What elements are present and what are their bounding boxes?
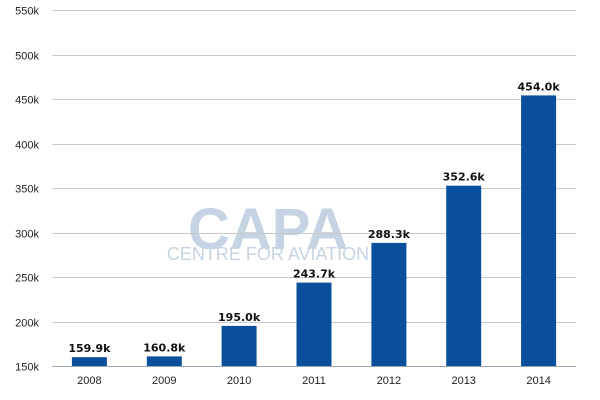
bar	[221, 325, 257, 366]
y-tick-label: 250k	[15, 273, 39, 285]
data-label: 454.0k	[518, 80, 561, 93]
bar	[146, 356, 182, 366]
data-label: 160.8k	[143, 341, 186, 354]
watermark-brand: CAPA	[188, 197, 348, 262]
y-tick-label: 350k	[15, 184, 39, 196]
capa-watermark: CAPA CENTRE FOR AVIATION	[167, 197, 369, 264]
bar	[296, 282, 332, 366]
bars	[52, 95, 576, 367]
data-label: 159.9k	[68, 342, 111, 355]
data-label: 288.3k	[368, 228, 411, 241]
data-label: 243.7k	[293, 268, 336, 281]
x-tick-label: 2012	[377, 375, 401, 387]
x-axis-labels: 2008 2009 2010 2011 2012 2013 2014	[77, 375, 551, 387]
y-axis-labels: 150k 200k 250k 300k 350k 400k 450k 500k 550k	[15, 6, 39, 374]
value-labels: 159.9k 160.8k 195.0k 243.7k 288.3k 352.6k 454.…	[68, 80, 560, 355]
watermark-subtitle: CENTRE FOR AVIATION	[167, 244, 369, 264]
data-label: 352.6k	[443, 171, 486, 184]
x-tick-label: 2009	[152, 375, 176, 387]
x-tick-label: 2011	[302, 375, 326, 387]
y-tick-label: 450k	[15, 95, 39, 107]
x-tick-label: 2008	[77, 375, 101, 387]
y-tick-label: 550k	[15, 6, 39, 18]
x-tick-label: 2014	[526, 375, 550, 387]
x-tick-label: 2010	[227, 375, 251, 387]
bar	[71, 357, 107, 366]
bar	[446, 185, 482, 366]
y-tick-label: 300k	[15, 229, 39, 241]
y-tick-label: 150k	[15, 362, 39, 374]
bar	[371, 242, 407, 366]
x-tick-label: 2013	[451, 375, 475, 387]
bar	[521, 95, 557, 367]
y-tick-label: 500k	[15, 51, 39, 63]
y-tick-label: 200k	[15, 318, 39, 330]
data-label: 195.0k	[218, 311, 261, 324]
y-tick-label: 400k	[15, 140, 39, 152]
